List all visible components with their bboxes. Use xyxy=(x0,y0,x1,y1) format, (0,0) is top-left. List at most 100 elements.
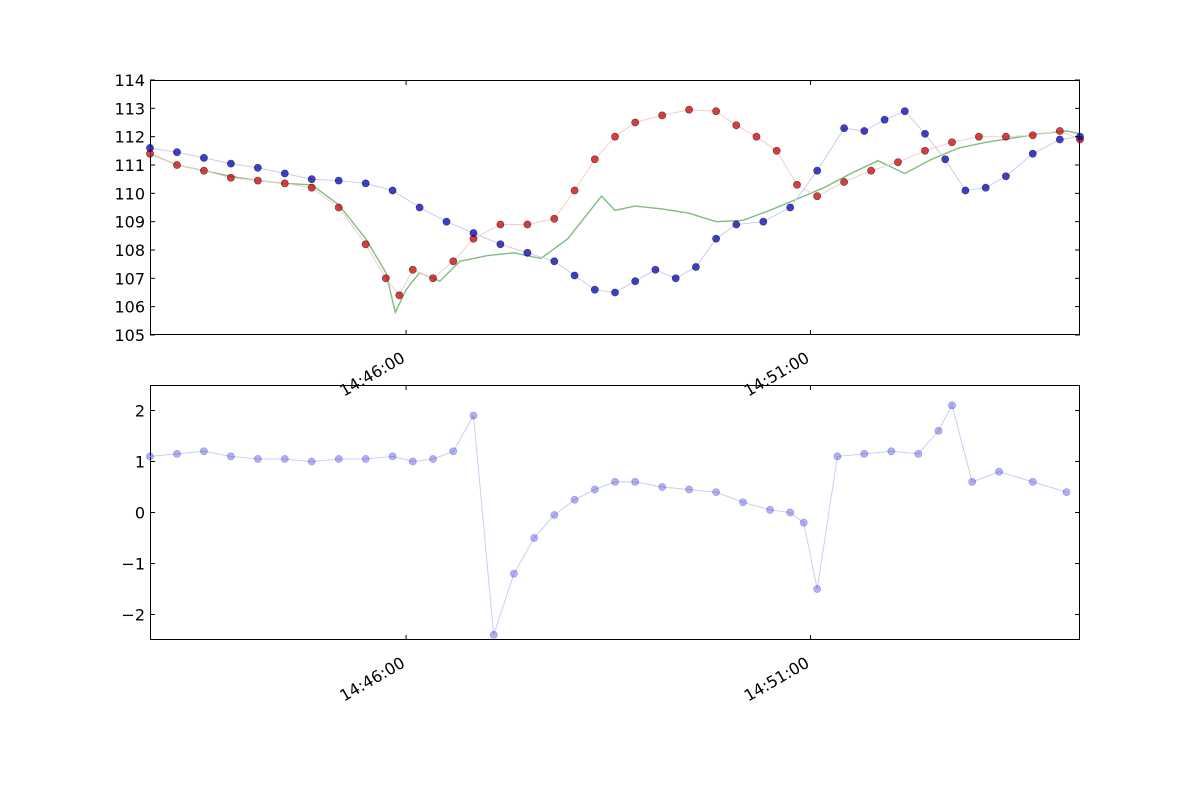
top-series-1-point-15 xyxy=(496,220,505,229)
top-series-2-point-9 xyxy=(388,186,397,195)
bottom-series-0-point-34 xyxy=(934,426,943,435)
top-series-2-point-0 xyxy=(146,144,154,152)
top-series-1-point-2 xyxy=(199,166,208,175)
top-series-1-point-19 xyxy=(590,155,599,164)
top-series-1-point-20 xyxy=(611,132,619,141)
bottom-series-0-point-36 xyxy=(968,477,977,486)
top-series-marks xyxy=(146,105,1084,315)
top-series-1-point-6 xyxy=(307,183,316,192)
bottom-series-0-point-10 xyxy=(408,457,417,466)
bottom-ytick-label-1: −1 xyxy=(121,555,145,574)
bottom-series-0-point-21 xyxy=(631,477,640,486)
top-series-2-point-29 xyxy=(860,127,869,135)
bottom-series-0-point-26 xyxy=(766,505,774,514)
top-series-2-point-3 xyxy=(226,159,235,168)
bottom-series-0-point-37 xyxy=(995,467,1003,476)
top-ytick-label-8: 113 xyxy=(114,99,145,118)
top-series-1-point-34 xyxy=(948,138,956,147)
bottom-axes-frame xyxy=(150,385,1080,640)
top-series-1-point-4 xyxy=(253,176,262,185)
top-series-2-point-12 xyxy=(469,229,478,237)
bottom-series-0-point-2 xyxy=(199,447,208,456)
bottom-ytick-label-3: 1 xyxy=(135,453,145,472)
bottom-ytick-label-4: 2 xyxy=(135,402,145,421)
top-ytick-label-2: 107 xyxy=(114,269,145,288)
top-series-2-point-18 xyxy=(611,288,619,297)
bottom-series-0-point-11 xyxy=(429,455,437,463)
top-axes-frame xyxy=(150,80,1080,335)
top-series-2-point-16 xyxy=(570,271,579,280)
top-series-2-point-13 xyxy=(496,240,505,249)
top-series-2-point-33 xyxy=(941,155,950,164)
top-series-1-point-12 xyxy=(429,274,437,283)
bottom-series-0-point-24 xyxy=(712,488,720,496)
bottom-series-0-point-1 xyxy=(173,449,181,458)
top-series-2-point-4 xyxy=(253,163,262,172)
bottom-series-0-point-27 xyxy=(786,508,795,517)
top-series-1-point-11 xyxy=(408,265,417,274)
top-series-1-point-1 xyxy=(173,161,181,169)
bottom-series-0-point-38 xyxy=(1028,477,1037,486)
bottom-series-0-point-18 xyxy=(570,495,579,504)
top-series-2-connector xyxy=(149,110,1081,294)
bottom-series-0-point-29 xyxy=(813,585,822,593)
top-series-2-point-31 xyxy=(900,107,909,116)
top-series-2-point-27 xyxy=(813,166,822,175)
top-series-2-point-26 xyxy=(786,203,795,212)
bottom-series-0-point-32 xyxy=(887,447,896,456)
top-ytick-label-3: 108 xyxy=(114,241,145,260)
top-series-2-point-22 xyxy=(692,263,700,271)
top-series-1-point-16 xyxy=(523,220,532,229)
top-series-2-point-36 xyxy=(1002,172,1010,181)
top-series-2-point-37 xyxy=(1028,149,1037,158)
top-series-1-point-38 xyxy=(1055,127,1064,135)
top-series-2-point-6 xyxy=(307,175,316,184)
top-series-1-point-8 xyxy=(361,240,370,249)
bottom-chart-panel: −2 −1 0 1 2 14:46:00 14:51:00 xyxy=(121,385,1080,705)
top-series-2-point-25 xyxy=(759,217,768,226)
top-series-1-connector xyxy=(149,109,1081,297)
bottom-xtick-label-1: 14:51:00 xyxy=(741,653,813,705)
bottom-series-marks xyxy=(146,401,1071,639)
top-series-2-point-2 xyxy=(199,153,208,162)
bottom-series-0-point-4 xyxy=(253,455,262,463)
top-series-1-point-30 xyxy=(840,178,848,186)
bottom-ytick-label-0: −2 xyxy=(121,606,145,625)
top-xtick-label-1: 14:51:00 xyxy=(741,348,813,400)
top-series-1-point-13 xyxy=(449,257,458,266)
top-series-0-line xyxy=(149,130,1081,315)
top-series-1-point-17 xyxy=(550,214,559,223)
top-series-1-point-36 xyxy=(1002,132,1010,141)
top-series-2-point-5 xyxy=(280,169,289,178)
top-series-1-point-37 xyxy=(1028,131,1037,140)
top-series-2-point-20 xyxy=(651,265,660,274)
top-series-2-point-38 xyxy=(1055,135,1064,144)
top-series-2-point-11 xyxy=(442,217,451,226)
bottom-series-0-point-12 xyxy=(449,447,458,456)
bottom-series-0-point-33 xyxy=(914,449,923,458)
top-series-2-point-21 xyxy=(671,274,680,283)
bottom-series-0-point-25 xyxy=(739,498,747,507)
bottom-series-0-point-19 xyxy=(590,485,599,494)
top-series-2-point-28 xyxy=(840,124,848,133)
top-series-2-point-14 xyxy=(523,248,532,257)
top-series-1-point-27 xyxy=(772,146,781,155)
top-series-1-point-18 xyxy=(570,186,579,195)
bottom-series-0-point-14 xyxy=(489,631,498,639)
top-series-1-point-25 xyxy=(732,121,741,130)
top-series-1-point-24 xyxy=(712,107,720,116)
top-series-1-point-26 xyxy=(752,132,761,141)
top-series-2-point-8 xyxy=(361,179,370,188)
bottom-series-0-point-31 xyxy=(860,449,869,458)
top-ytick-label-1: 106 xyxy=(114,298,145,317)
top-series-2-point-34 xyxy=(961,186,970,195)
bottom-series-0-point-23 xyxy=(685,485,693,494)
top-series-1-point-5 xyxy=(280,179,289,188)
top-ytick-label-5: 110 xyxy=(114,184,145,203)
top-ytick-label-0: 105 xyxy=(114,326,145,345)
bottom-series-0-point-22 xyxy=(658,483,667,491)
top-series-2-point-7 xyxy=(334,176,343,185)
top-series-1-point-9 xyxy=(381,274,390,283)
top-series-1-point-29 xyxy=(813,192,822,201)
bottom-series-0-point-9 xyxy=(388,452,397,461)
